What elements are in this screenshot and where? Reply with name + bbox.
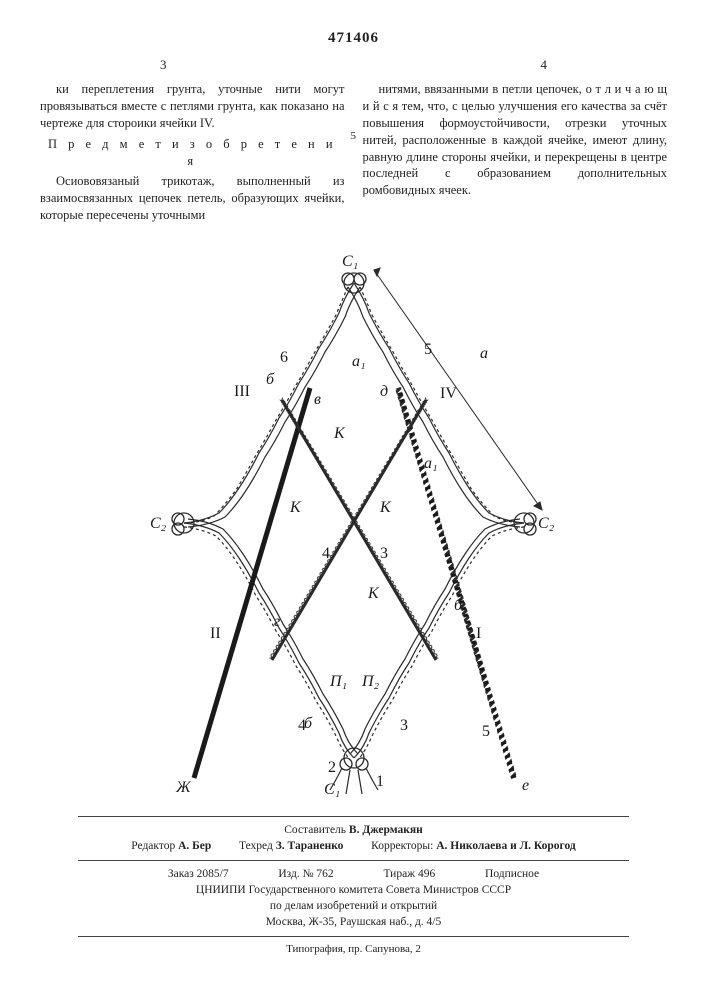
redaktor-label: Редактор: [131, 840, 175, 852]
lbl-6: 6: [280, 349, 288, 366]
lbl-3b: 3: [400, 717, 408, 734]
lbl-3a: 3: [380, 545, 388, 562]
left-para1: ки переплетения грунта, уточные нити мог…: [40, 81, 345, 132]
org1: ЦНИИПИ Государственного комитета Совета …: [40, 883, 667, 898]
lbl-g: г: [274, 613, 280, 630]
divider-3: [78, 936, 630, 937]
lbl-c1-top: C₁: [342, 253, 358, 270]
lbl-bl: б: [266, 371, 275, 388]
lbl-c1-bot: C₁: [324, 781, 340, 798]
lbl-4a: 4: [322, 545, 330, 562]
tehred-label: Техред: [239, 840, 273, 852]
lbl-ii: II: [210, 625, 221, 642]
line-zh: [194, 388, 310, 778]
addr: Москва, Ж-35, Раушская наб., д. 4/5: [40, 915, 667, 930]
lbl-1: 1: [376, 773, 384, 790]
tehred-name: З. Тараненко: [276, 840, 344, 852]
divider-1: [78, 816, 630, 817]
section-title: П р е д м е т и з о б р е т е н и я: [40, 136, 345, 170]
diagram: C₁ C₂ C₂ C₁ III IV II I Ж е a a₁ a₁ д в …: [40, 238, 667, 798]
redaktor-name: А. Бер: [178, 840, 211, 852]
zakaz: Заказ 2085/7: [168, 868, 229, 880]
tirazh: Тираж 496: [383, 868, 435, 880]
lbl-5a: 5: [424, 341, 432, 358]
sostavitel-label: Составитель: [284, 824, 346, 836]
lbl-k2: К: [289, 499, 302, 516]
lbl-br: б: [454, 597, 463, 614]
left-column: ки переплетения грунта, уточные нити мог…: [40, 81, 345, 228]
lbl-4b: 4: [298, 717, 306, 734]
lbl-iv: IV: [440, 385, 457, 402]
lbl-i: I: [476, 625, 481, 642]
lbl-a1m: a₁: [424, 455, 438, 472]
sostavitel-name: В. Джермакян: [349, 824, 423, 836]
korrektory-names: А. Николаева и Л. Корогод: [436, 840, 576, 852]
lbl-d: д: [380, 383, 388, 400]
lbl-p2: П₂: [361, 673, 380, 690]
lbl-v: в: [314, 391, 321, 408]
lbl-5b: 5: [482, 723, 490, 740]
lbl-a: a: [480, 345, 488, 362]
divider-2: [78, 860, 630, 861]
imprint-block: Заказ 2085/7 Изд. № 762 Тираж 496 Подпис…: [40, 867, 667, 930]
lbl-c2-left: C₂: [150, 515, 167, 532]
line-marker-5: 5: [351, 129, 357, 144]
lbl-c2-right: C₂: [538, 515, 555, 532]
lbl-iii: III: [234, 383, 250, 400]
korrektory-label: Корректоры:: [371, 840, 433, 852]
izd: Изд. № 762: [278, 868, 333, 880]
lbl-p1: П₁: [329, 673, 347, 690]
podpisnoe: Подписное: [485, 868, 539, 880]
lbl-k4: К: [367, 585, 380, 602]
page-num-right: 4: [541, 57, 548, 73]
right-para1: нитями, ввязанными в петли цепочек, о т …: [363, 81, 668, 199]
right-column: 5 нитями, ввязанными в петли цепочек, о …: [363, 81, 668, 228]
lbl-k3: К: [379, 499, 392, 516]
printer: Типография, пр. Сапунова, 2: [40, 943, 667, 955]
lbl-k1: К: [333, 425, 346, 442]
left-para2: Осиововязаный трикотаж, выполненный из в…: [40, 173, 345, 224]
lbl-a1t: a₁: [352, 353, 366, 370]
page-num-left: 3: [160, 57, 167, 73]
lbl-e: е: [522, 777, 529, 794]
lbl-zh: Ж: [175, 779, 192, 796]
lbl-2: 2: [328, 759, 336, 776]
patent-number: 471406: [40, 30, 667, 47]
credits-block: Составитель В. Джермакян Редактор А. Бер…: [40, 823, 667, 854]
org2: по делам изобретений и открытий: [40, 899, 667, 914]
